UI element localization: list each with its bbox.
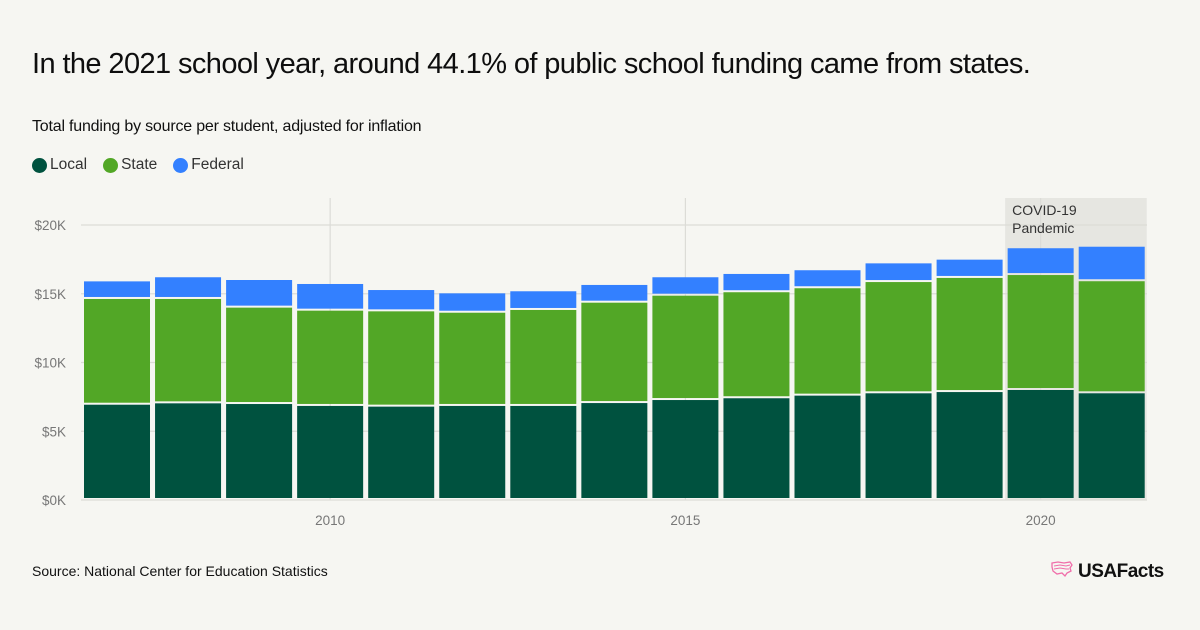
bar-state-2013 [510,309,577,404]
bar-local-2012 [439,405,506,498]
y-tick-label: $10K [34,356,66,371]
covid-annotation-label: Pandemic [1012,220,1074,236]
x-tick-label: 2020 [1026,513,1056,528]
legend-label-state: State [121,156,158,173]
bar-federal-2017 [794,270,861,287]
y-tick-label: $0K [42,493,66,508]
bar-federal-2020 [1007,248,1074,274]
legend-item-federal: Federal [173,156,244,174]
bar-local-2013 [510,405,577,498]
bar-federal-2008 [155,277,222,297]
bar-federal-2016 [723,273,790,291]
bar-state-2014 [581,302,648,402]
brand-logo: USAFacts [1050,560,1164,583]
bar-state-2011 [368,311,435,405]
legend-swatch-local [32,157,47,173]
bar-federal-2007 [84,281,150,297]
legend-item-local: Local [32,156,87,174]
bar-federal-2012 [439,293,506,311]
covid-annotation-label: COVID-19 [1012,202,1077,218]
bar-state-2009 [226,307,293,403]
bar-local-2021 [1078,393,1145,498]
bar-state-2017 [794,288,861,394]
us-map-icon [1050,560,1074,583]
bar-state-2018 [865,282,932,392]
bar-federal-2013 [510,291,577,308]
bar-federal-2014 [581,284,648,301]
bar-federal-2010 [297,283,364,309]
legend-label-federal: Federal [191,156,244,173]
label-layer: COVID-19 Pandemic $0K $5K $10K $15K $20K 2010 20… [34,202,1076,528]
bar-state-2008 [155,298,222,402]
bar-state-2012 [439,312,506,404]
bar-local-2016 [723,398,790,498]
bar-local-2020 [1007,390,1074,498]
legend-swatch-federal [173,157,189,173]
bar-local-2014 [581,403,648,498]
legend: Local State Federal [32,156,244,174]
bar-local-2010 [297,405,364,498]
bar-state-2010 [297,310,364,404]
bar-federal-2009 [226,280,293,306]
legend-item-state: State [103,156,157,174]
bar-federal-2015 [652,277,719,294]
y-tick-label: $5K [42,424,66,439]
legend-label-local: Local [50,156,88,173]
brand-name: USAFacts [1078,560,1164,582]
x-tick-label: 2010 [315,513,345,528]
y-tick-label: $20K [34,218,66,233]
bar-local-2011 [368,406,435,498]
bar-state-2020 [1007,275,1074,388]
bar-local-2017 [794,395,861,498]
bar-local-2008 [155,403,222,498]
legend-swatch-state [103,157,119,173]
source-note: Source: National Center for Education St… [32,563,328,579]
bar-federal-2021 [1078,246,1145,280]
bar-federal-2011 [368,290,435,310]
bar-state-2015 [652,295,719,399]
bar-layer [84,246,1145,498]
bar-local-2018 [865,393,932,498]
chart-title: In the 2021 school year, around 44.1% of… [32,48,1031,80]
bar-state-2007 [84,298,150,403]
bar-state-2019 [936,277,1003,391]
bar-state-2016 [723,292,790,397]
bar-local-2019 [936,392,1003,498]
x-tick-label: 2015 [670,513,700,528]
y-tick-label: $15K [34,287,66,302]
bar-federal-2018 [865,263,932,281]
bar-local-2007 [84,404,150,498]
chart-subtitle: Total funding by source per student, adj… [32,118,422,135]
bar-local-2009 [226,404,293,498]
bar-federal-2019 [936,259,1003,276]
bar-state-2021 [1078,281,1145,392]
bar-local-2015 [652,400,719,498]
